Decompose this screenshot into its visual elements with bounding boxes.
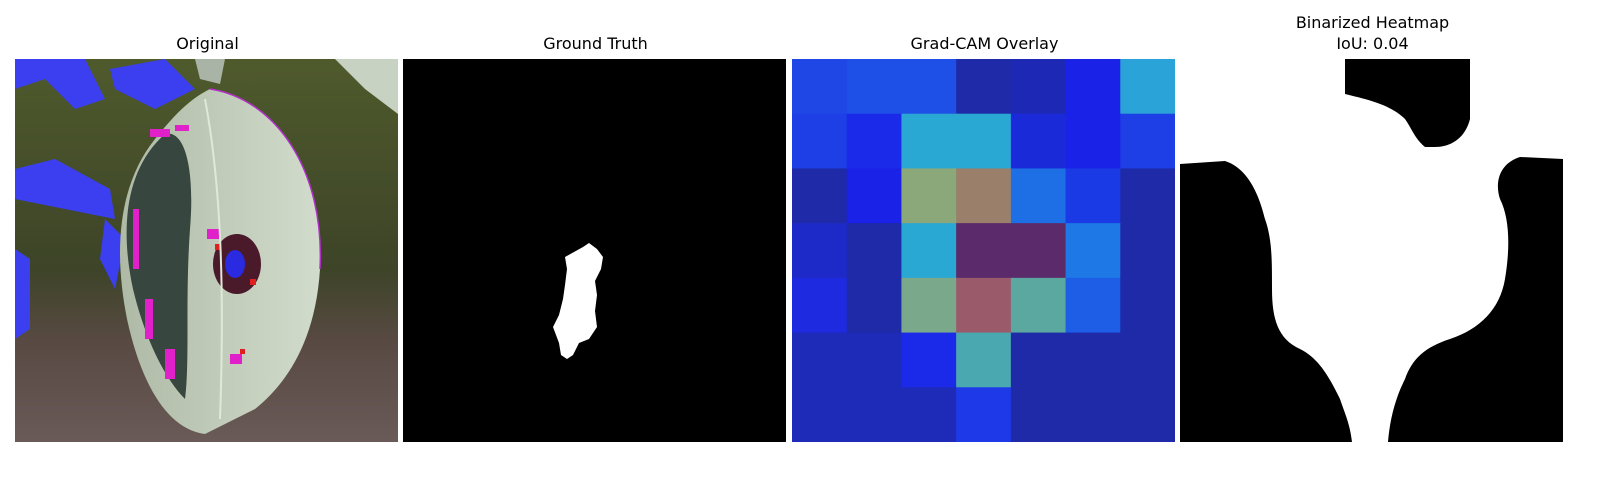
heatmap-cell [901, 168, 957, 224]
heatmap-cell [1010, 168, 1067, 224]
heatmap-cell [1065, 387, 1121, 442]
heatmap-cell [792, 168, 848, 224]
heatmap-cell [846, 113, 903, 170]
binarized-heatmap [1180, 59, 1563, 442]
ground-truth-mask [403, 59, 786, 442]
heatmap-cell [956, 277, 1012, 334]
heatmap-cell [792, 223, 848, 279]
panel-original: Original [15, 0, 400, 500]
heatmap-cell [1010, 387, 1067, 442]
heatmap-cell [1120, 59, 1175, 115]
heatmap-cell [1010, 113, 1067, 170]
heatmap-cell [956, 223, 1012, 279]
heatmap-cell [901, 59, 957, 115]
heatmap-cell [1120, 387, 1175, 442]
heatmap-cell [846, 59, 903, 115]
heatmap-cell [792, 113, 848, 170]
heatmap-cell [1065, 223, 1121, 279]
panel-title: Binarized Heatmap [1295, 13, 1450, 32]
heatmap-cell [1120, 277, 1175, 334]
heatmap-cell [1120, 113, 1175, 170]
panel-title: Original [176, 34, 239, 53]
heatmap-cell [956, 59, 1012, 115]
heatmap-cell [956, 387, 1012, 442]
heatmap-cell [792, 332, 848, 388]
heatmap-cell [1065, 59, 1121, 115]
heatmap-cell [956, 332, 1012, 388]
heatmap-cell [1065, 113, 1121, 170]
heatmap-cell [901, 277, 957, 334]
heatmap-cell [901, 113, 957, 170]
heatmap-cell [1010, 277, 1067, 334]
heatmap-cell [1065, 168, 1121, 224]
heatmap-cell [846, 223, 903, 279]
heatmap-cell [846, 168, 903, 224]
heatmap-cell [792, 59, 848, 115]
heatmap-cell [846, 387, 903, 442]
heatmap-cell [956, 168, 1012, 224]
heatmap-cell [956, 113, 1012, 170]
panel-gradcam: Grad-CAM Overlay [792, 0, 1177, 500]
heatmap-cell [846, 332, 903, 388]
heatmap-cell [1010, 59, 1067, 115]
heatmap-cell [1065, 332, 1121, 388]
heatmap-cell [846, 277, 903, 334]
heatmap-cell [1065, 277, 1121, 334]
heatmap-cell [792, 387, 848, 442]
heatmap-cell [792, 277, 848, 334]
heatmap-cell [901, 332, 957, 388]
panel-binarized: Binarized Heatmap IoU: 0.04 [1180, 0, 1565, 500]
gradcam-heatmap [792, 59, 1175, 442]
heatmap-cell [1120, 223, 1175, 279]
panel-title: Grad-CAM Overlay [910, 34, 1059, 53]
heatmap-cell [901, 223, 957, 279]
panel-title: Ground Truth [543, 34, 648, 53]
heatmap-cell [901, 387, 957, 442]
heatmap-cell [1010, 332, 1067, 388]
heatmap-cell [1120, 332, 1175, 388]
heatmap-cell [1120, 168, 1175, 224]
original-image [15, 59, 398, 442]
heatmap-cell [1010, 223, 1067, 279]
panel-ground-truth: Ground Truth [403, 0, 788, 500]
iou-label: IoU: 0.04 [1336, 34, 1409, 53]
